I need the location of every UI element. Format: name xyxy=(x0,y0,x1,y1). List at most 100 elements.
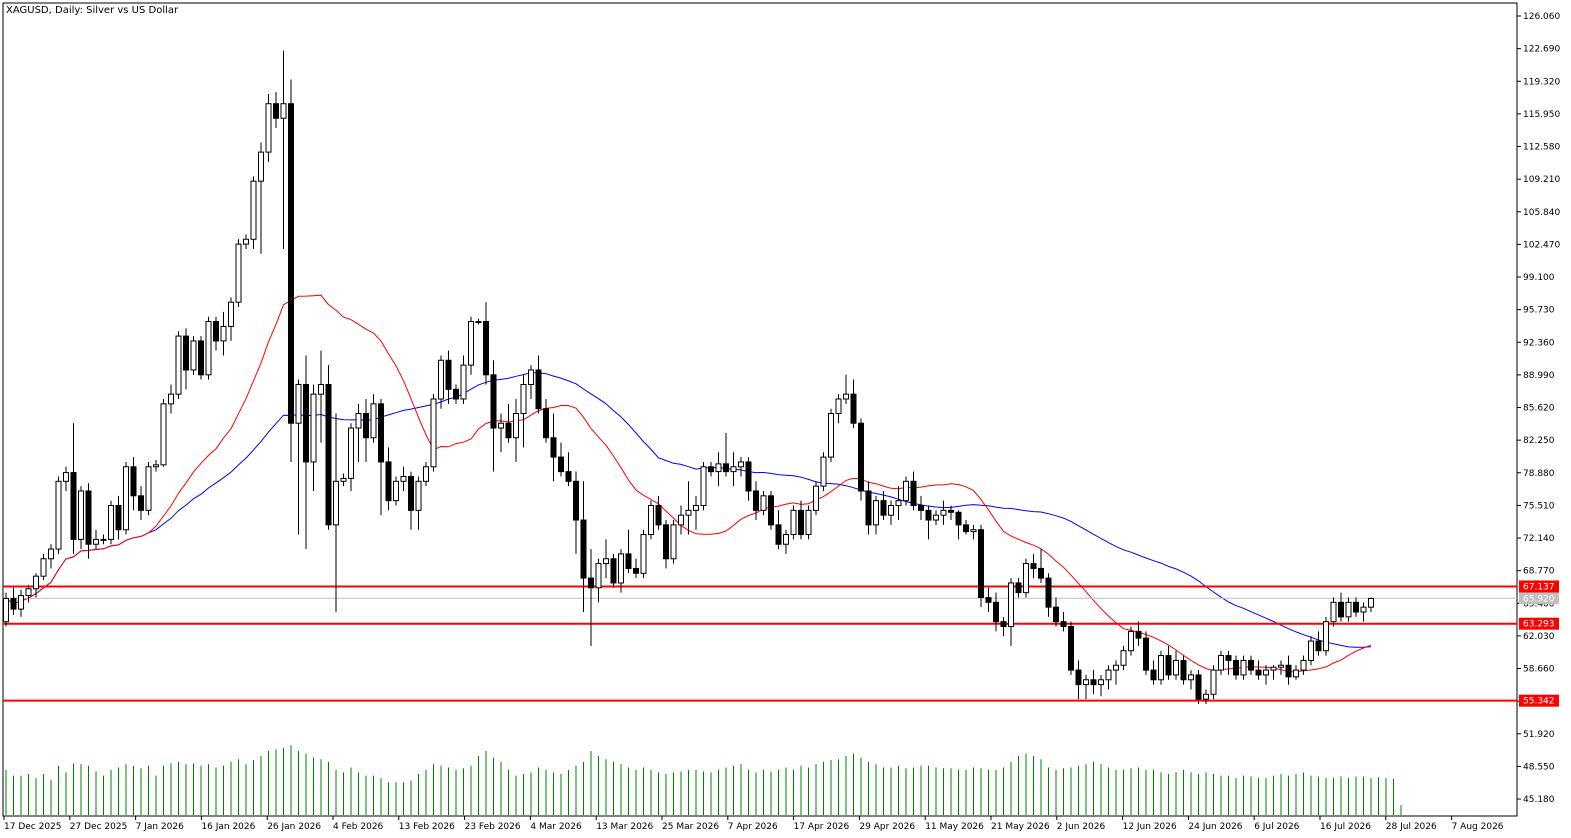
candle xyxy=(655,495,662,530)
candle-body xyxy=(498,422,504,429)
candle-body xyxy=(1248,659,1254,671)
candle-body xyxy=(160,403,167,466)
candle-body xyxy=(1128,630,1134,652)
candle-body xyxy=(768,495,774,526)
candle-body xyxy=(93,538,99,545)
candle-body xyxy=(258,151,264,182)
candle-body xyxy=(663,524,669,560)
candle-body xyxy=(970,529,977,533)
candle-body xyxy=(903,480,909,502)
candle-body xyxy=(1338,601,1344,618)
candle-body xyxy=(1045,577,1052,608)
candle-body xyxy=(528,369,534,385)
candle xyxy=(483,302,489,385)
candle-body xyxy=(925,509,932,521)
candle-body xyxy=(895,500,902,507)
candle-body xyxy=(850,393,857,424)
candle xyxy=(1353,597,1359,617)
candle-body xyxy=(1345,601,1352,618)
y-tick-label: 109.210 xyxy=(1523,175,1560,185)
candle xyxy=(633,558,639,579)
y-tick-label: 48.550 xyxy=(1523,762,1555,772)
candle xyxy=(303,355,309,550)
candle-body xyxy=(580,519,587,579)
candle xyxy=(663,520,669,569)
candle xyxy=(183,328,189,390)
y-tick-label: 99.100 xyxy=(1523,273,1555,283)
x-tick-label: 24 Jun 2026 xyxy=(1188,822,1242,832)
candle xyxy=(468,316,474,375)
candle-body xyxy=(303,383,309,463)
candle-body xyxy=(910,480,917,507)
candle xyxy=(295,379,302,535)
candle-body xyxy=(1353,601,1359,613)
candle xyxy=(970,524,977,540)
candle xyxy=(865,481,872,535)
candle-body xyxy=(220,325,227,342)
candle xyxy=(175,331,182,400)
candle-body xyxy=(378,403,384,463)
y-tick-label: 65.400 xyxy=(1523,599,1555,609)
candle xyxy=(813,481,819,516)
candle xyxy=(348,423,354,491)
candle-body xyxy=(1008,582,1014,628)
candle xyxy=(205,316,212,380)
candle-body xyxy=(1255,669,1262,676)
x-tick-label: 4 Mar 2026 xyxy=(530,822,582,832)
candle-body xyxy=(1135,630,1142,639)
candle-body xyxy=(355,413,362,429)
candle xyxy=(820,452,827,491)
candle-body xyxy=(535,369,542,410)
candle xyxy=(535,355,542,414)
candle xyxy=(933,510,939,525)
candle-body xyxy=(955,511,962,526)
candle xyxy=(940,500,947,525)
candle xyxy=(18,589,24,617)
candle-body xyxy=(775,524,782,545)
candle xyxy=(1098,674,1104,697)
candle xyxy=(1360,602,1367,622)
candle-body xyxy=(1210,669,1217,695)
candle-body xyxy=(490,374,497,429)
candle-body xyxy=(978,529,984,598)
level-price-label: 67.137 xyxy=(1519,580,1559,593)
candle xyxy=(1128,626,1134,656)
candle xyxy=(93,529,99,550)
level-price-label-text: 63.293 xyxy=(1523,620,1555,630)
candle xyxy=(1315,631,1322,656)
candle xyxy=(25,584,32,603)
candle xyxy=(1135,621,1142,646)
candle xyxy=(948,505,954,521)
volume-bars xyxy=(5,745,1402,815)
candle-body xyxy=(1225,655,1232,661)
y-tick-label: 92.360 xyxy=(1523,338,1555,348)
candle xyxy=(700,461,707,511)
candle xyxy=(10,587,17,615)
candle xyxy=(1158,650,1164,685)
price-labels: 65.920 67.137 63.293 55.342 xyxy=(1519,580,1559,707)
x-tick-label: 13 Feb 2026 xyxy=(399,822,455,832)
candle-body xyxy=(1113,664,1119,671)
candle-body xyxy=(1075,669,1082,686)
candle xyxy=(625,529,632,574)
candle xyxy=(798,500,804,540)
candle xyxy=(1000,616,1007,637)
candle xyxy=(1180,655,1187,685)
candle xyxy=(835,394,842,424)
candle-body xyxy=(123,466,129,531)
candle-body xyxy=(565,471,572,482)
candle-body xyxy=(940,509,947,516)
candle-body xyxy=(1203,693,1209,700)
candle-body xyxy=(265,103,272,153)
candle-body xyxy=(633,567,639,574)
y-tick-label: 126.060 xyxy=(1523,12,1560,22)
candle-body xyxy=(648,505,654,536)
candle-body xyxy=(78,490,84,540)
candle-body xyxy=(1173,659,1179,676)
candle-body xyxy=(993,601,999,623)
candle-body xyxy=(228,301,234,327)
candle-body xyxy=(798,509,804,536)
candle-body xyxy=(873,500,879,526)
candle xyxy=(318,350,324,443)
